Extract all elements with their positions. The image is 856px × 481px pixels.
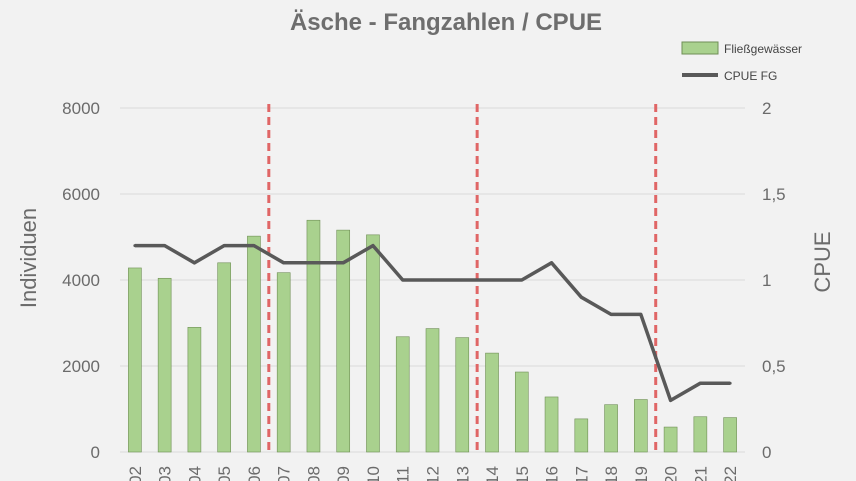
bar-19 [634, 399, 648, 453]
cpue-point-22 [728, 381, 732, 385]
dashed-markers [267, 104, 658, 452]
bar-05 [217, 262, 231, 453]
x-tick-label: 12 [424, 466, 443, 481]
cpue-point-02 [133, 244, 137, 248]
cpue-point-06 [252, 244, 256, 248]
bar-series [128, 219, 737, 453]
cpue-point-10 [371, 244, 375, 248]
legend-label-bars: Fließgewässer [724, 42, 802, 56]
legend-label-line: CPUE FG [724, 69, 777, 83]
x-tick-label: 21 [691, 466, 710, 481]
y2-axis-ticks: 0 0,5 1 1,5 2 [762, 99, 786, 462]
chart-title: Äsche - Fangzahlen / CPUE [290, 9, 602, 36]
cpue-point-15 [520, 278, 524, 282]
cpue-point-03 [163, 244, 167, 248]
x-tick-label: 17 [572, 466, 591, 481]
cpue-point-16 [550, 261, 554, 265]
bar-15 [514, 371, 529, 453]
bar-21 [693, 416, 708, 453]
x-tick-label: 16 [543, 466, 562, 481]
x-tick-label: 10 [364, 466, 383, 481]
cpue-point-17 [579, 295, 583, 299]
cpue-point-05 [222, 244, 226, 248]
bar-11 [395, 336, 410, 453]
y-tick-label: 4000 [62, 271, 100, 290]
x-tick-label: 20 [662, 466, 681, 481]
y-axis-ticks: 0 2000 4000 6000 8000 [62, 99, 100, 462]
y2-axis-label: CPUE [810, 231, 835, 292]
x-tick-label: 14 [483, 466, 502, 481]
cpue-point-07 [282, 261, 286, 265]
bar-14 [485, 352, 499, 453]
cpue-point-04 [192, 261, 196, 265]
bar-18 [604, 404, 618, 453]
x-tick-label: 02 [126, 466, 145, 481]
x-tick-label: 04 [185, 466, 204, 481]
bar-07 [276, 272, 291, 453]
cpue-point-11 [401, 278, 405, 282]
x-tick-label: 06 [245, 466, 264, 481]
legend: Fließgewässer CPUE FG [681, 41, 802, 83]
legend-swatch-bars [681, 41, 719, 55]
x-tick-label: 03 [156, 466, 175, 481]
bar-04 [187, 326, 202, 453]
cpue-point-09 [341, 261, 345, 265]
bar-06 [247, 235, 261, 453]
x-tick-label: 13 [453, 466, 472, 481]
y2-tick-label: 1,5 [762, 185, 786, 204]
bar-17 [574, 418, 589, 453]
bar-20 [663, 426, 678, 453]
x-tick-label: 09 [334, 466, 353, 481]
x-tick-label: 15 [513, 466, 532, 481]
bar-02 [128, 267, 142, 453]
cpue-point-19 [639, 312, 643, 316]
y-tick-label: 0 [91, 443, 100, 462]
bar-16 [544, 396, 559, 453]
x-tick-label: 07 [275, 466, 294, 481]
cpue-point-14 [490, 278, 494, 282]
y2-tick-label: 0,5 [762, 357, 786, 376]
y2-tick-label: 0 [762, 443, 771, 462]
bar-22 [723, 417, 737, 453]
bar-08 [306, 219, 321, 453]
x-tick-label: 08 [304, 466, 323, 481]
y-axis-label: Individuen [16, 208, 41, 308]
cpue-point-21 [698, 381, 702, 385]
bar-12 [425, 328, 440, 453]
cpue-point-12 [431, 278, 434, 282]
x-tick-label: 05 [215, 466, 234, 481]
y2-tick-label: 1 [762, 271, 771, 290]
x-tick-label: 22 [721, 466, 740, 481]
cpue-point-20 [669, 398, 673, 402]
x-tick-label: 18 [602, 466, 621, 481]
x-tick-label: 19 [632, 466, 651, 481]
bar-03 [157, 277, 172, 453]
x-axis-ticks: 02 03 04 05 06 07 08 09 10 11 12 13 14 15 16 17 18 19 20 21… [126, 466, 740, 481]
cpue-point-13 [460, 278, 464, 282]
bar-13 [455, 337, 470, 453]
cpue-point-08 [311, 261, 315, 265]
bar-09 [336, 229, 351, 453]
y-tick-label: 6000 [62, 185, 100, 204]
x-tick-label: 11 [394, 466, 413, 481]
cpue-point-18 [609, 312, 613, 316]
y2-tick-label: 2 [762, 99, 771, 118]
bar-10 [366, 234, 380, 453]
y-tick-label: 2000 [62, 357, 100, 376]
line-series [133, 243, 732, 403]
y-tick-label: 8000 [62, 99, 100, 118]
